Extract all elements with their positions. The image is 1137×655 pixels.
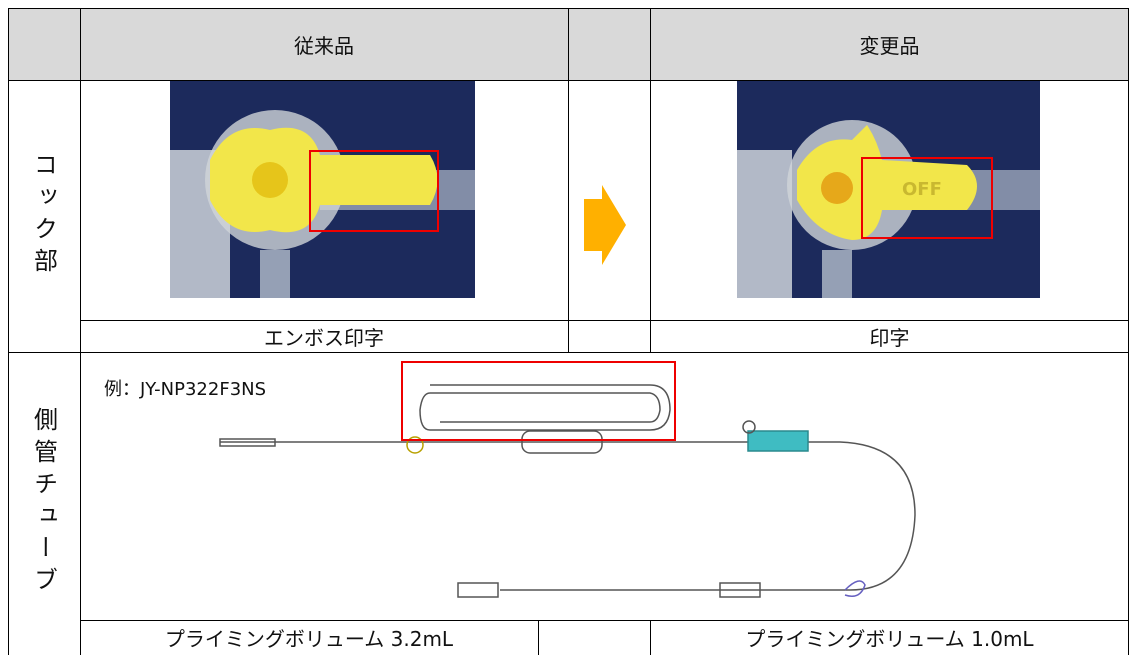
border — [80, 8, 81, 655]
arrow — [584, 185, 626, 265]
example-label: 例：JY-NP322F3NS — [104, 379, 267, 400]
border — [538, 620, 539, 655]
border — [650, 620, 651, 655]
caption: エンボス印字 — [264, 325, 384, 350]
border — [80, 620, 1129, 621]
photo-old — [170, 80, 475, 298]
border — [8, 352, 1129, 353]
row-label: 側管チューブ — [29, 407, 58, 599]
border — [650, 8, 651, 352]
header-cell: 従来品 — [294, 33, 354, 58]
border — [1128, 8, 1129, 655]
caption: プライミングボリューム 1.0mL — [745, 626, 1034, 651]
border — [80, 320, 1129, 321]
row-label: コック部 — [29, 152, 58, 280]
border — [568, 8, 569, 352]
header-cell: 変更品 — [859, 33, 920, 58]
photo-new: OFF — [737, 80, 1040, 298]
tube-diagram — [219, 361, 916, 598]
caption: 印字 — [869, 325, 910, 350]
caption: プライミングボリューム 3.2mL — [164, 626, 454, 651]
border — [8, 8, 9, 655]
photo-label: OFF — [902, 179, 942, 200]
